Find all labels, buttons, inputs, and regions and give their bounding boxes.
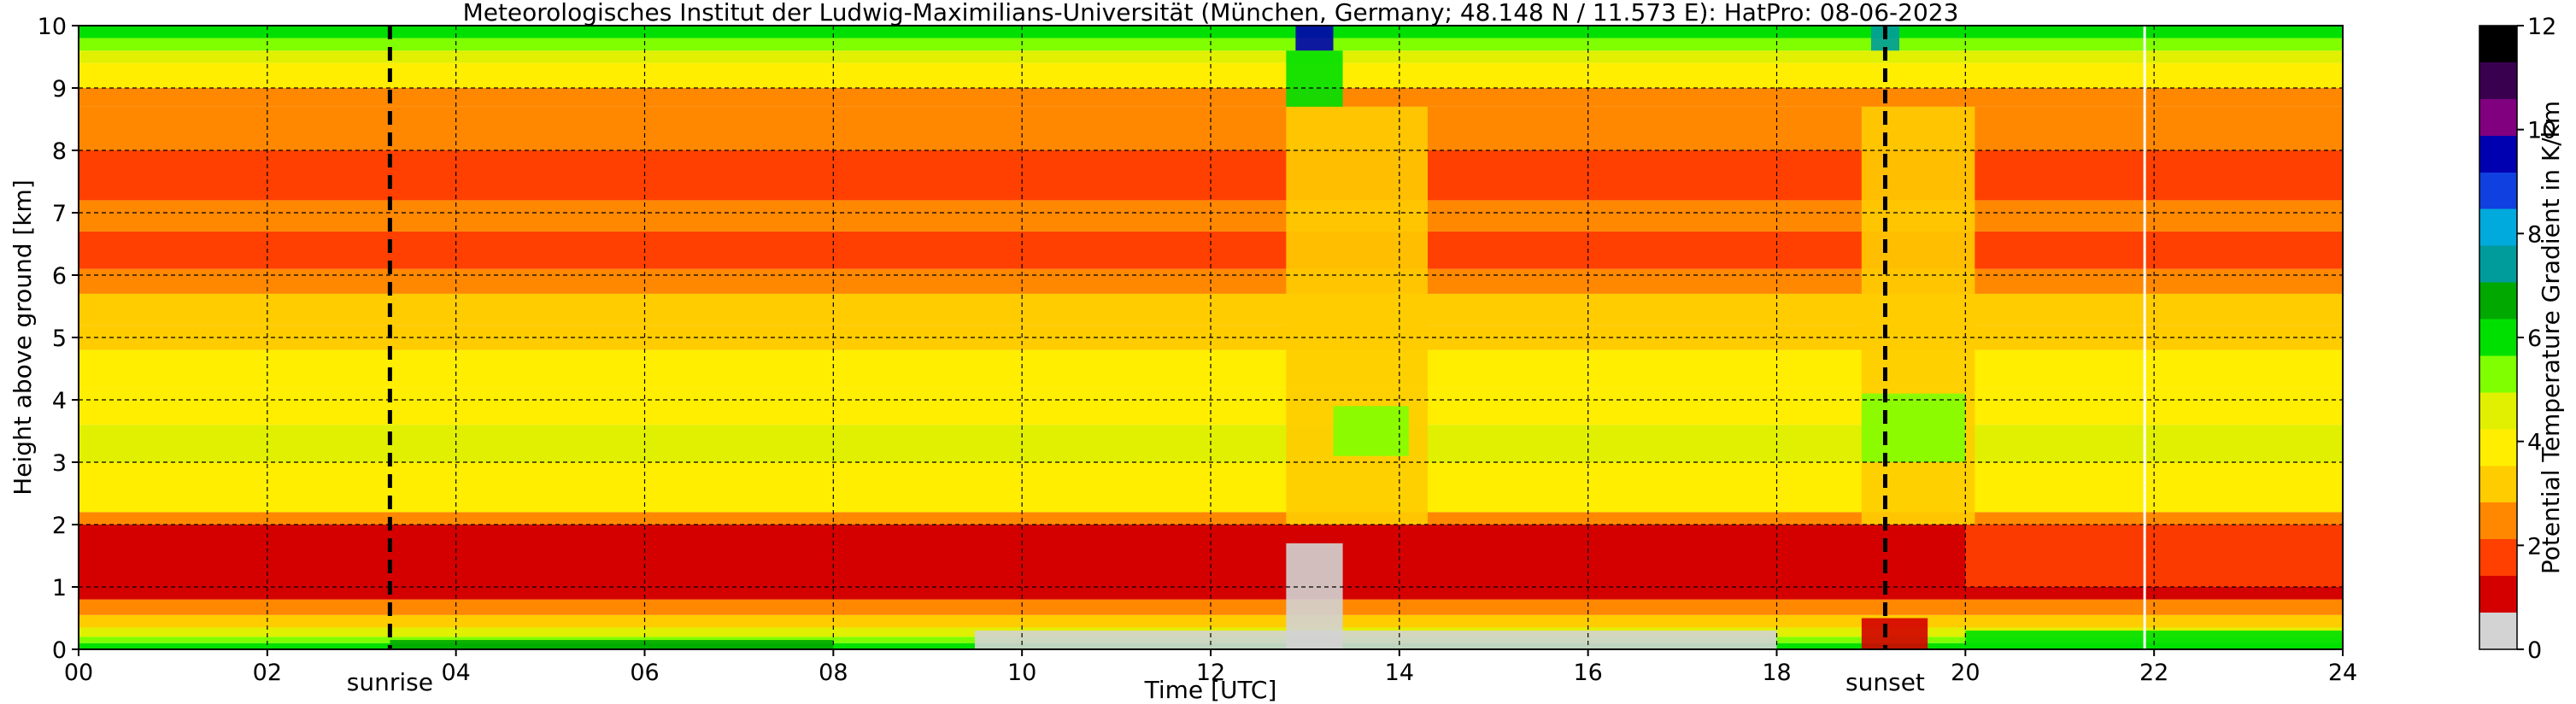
colorbar-tick-label-1: 2 bbox=[2527, 533, 2542, 560]
heatmap-feature-9 bbox=[1861, 393, 1966, 462]
heatmap-features bbox=[390, 26, 2343, 649]
x-axis-label: Time [UTC] bbox=[1144, 676, 1277, 704]
heatmap-feature-4 bbox=[1333, 406, 1409, 456]
x-tick-label-1: 02 bbox=[253, 660, 282, 686]
x-tick-label-6: 12 bbox=[1196, 660, 1225, 686]
heatmap-feature-12 bbox=[1965, 631, 2343, 649]
y-tick-label-2: 2 bbox=[52, 513, 67, 539]
chart-title: Meteorologisches Institut der Ludwig-Max… bbox=[463, 0, 1959, 26]
x-tick-label-4: 08 bbox=[819, 660, 848, 686]
x-tick-label-9: 18 bbox=[1762, 660, 1791, 686]
colorbar-label: Potential Temperature Gradient in K/km bbox=[2537, 101, 2565, 574]
heatmap-feature-7 bbox=[1861, 618, 1928, 649]
annotation-sunrise: sunrise bbox=[347, 668, 433, 696]
y-axis-label: Height above ground [km] bbox=[9, 179, 37, 496]
y-tick-label-7: 7 bbox=[52, 201, 67, 227]
x-tick-label-12: 24 bbox=[2328, 660, 2357, 686]
annotation-sunset: sunset bbox=[1845, 668, 1925, 696]
x-tick-label-0: 00 bbox=[64, 660, 93, 686]
annotations: sunrise sunset bbox=[347, 668, 1925, 696]
heatmap-feature-13 bbox=[390, 640, 834, 649]
heatmap-feature-6 bbox=[1295, 26, 1334, 51]
x-tick-label-7: 14 bbox=[1385, 660, 1414, 686]
y-tick-label-3: 3 bbox=[52, 450, 67, 477]
y-tick-label-4: 4 bbox=[52, 388, 67, 414]
x-tick-label-11: 22 bbox=[2139, 660, 2168, 686]
x-tick-label-2: 04 bbox=[441, 660, 470, 686]
colorbar-tick-label-2: 4 bbox=[2527, 430, 2542, 456]
plot-area bbox=[79, 26, 2343, 649]
vertical-markers bbox=[387, 26, 2146, 649]
x-tick-label-10: 20 bbox=[1951, 660, 1980, 686]
heatmap-feature-0 bbox=[974, 631, 1777, 649]
y-tick-label-8: 8 bbox=[52, 138, 67, 165]
heatmap-feature-1 bbox=[974, 574, 1777, 594]
colorbar-tick-label-6: 12 bbox=[2527, 14, 2556, 40]
y-tick-label-9: 9 bbox=[52, 76, 67, 103]
x-tick-label-3: 06 bbox=[630, 660, 659, 686]
heatmap-feature-2 bbox=[1286, 543, 1343, 649]
colorbar-tick-label-5: 10 bbox=[2527, 118, 2556, 144]
y-tick-label-0: 0 bbox=[52, 637, 67, 664]
x-tick-label-8: 16 bbox=[1573, 660, 1602, 686]
x-tick-label-5: 10 bbox=[1007, 660, 1036, 686]
colorbar: 0 2 4 6 8 10 12 Potential Temperature Gradient… bbox=[2479, 14, 2565, 664]
y-tick-label-10: 10 bbox=[38, 14, 67, 40]
heatmap-feature-5 bbox=[1286, 50, 1343, 107]
y-tick-label-5: 5 bbox=[52, 326, 67, 352]
grid-lines bbox=[79, 26, 2343, 649]
colorbar-gradient bbox=[2479, 25, 2518, 650]
colorbar-tick-label-4: 8 bbox=[2527, 221, 2542, 248]
colorbar-tick-label-0: 0 bbox=[2527, 637, 2542, 664]
colorbar-tick-label-3: 6 bbox=[2527, 326, 2542, 352]
x-axis-ticks: 00 02 04 06 08 10 12 14 16 18 20 22 24 bbox=[64, 649, 2357, 686]
y-tick-label-6: 6 bbox=[52, 263, 67, 290]
y-tick-label-1: 1 bbox=[52, 575, 67, 601]
colorbar-ticks: 0 2 4 6 8 10 12 bbox=[2517, 14, 2556, 664]
y-axis-ticks: 0 1 2 3 4 5 6 7 8 9 10 bbox=[38, 14, 79, 664]
